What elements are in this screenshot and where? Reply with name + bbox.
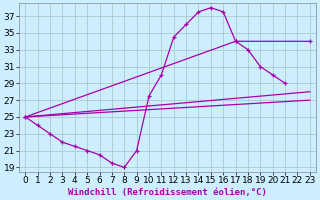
X-axis label: Windchill (Refroidissement éolien,°C): Windchill (Refroidissement éolien,°C) xyxy=(68,188,267,197)
